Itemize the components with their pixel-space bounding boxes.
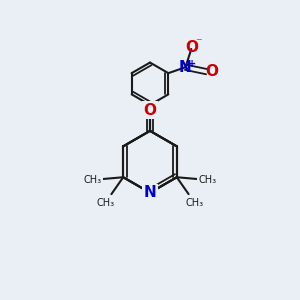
Text: CH₃: CH₃ [96,198,115,208]
Text: +: + [188,59,196,69]
Text: O: O [143,103,157,118]
Text: O: O [185,40,198,55]
Text: O: O [143,103,157,118]
Text: N: N [144,185,156,200]
Text: CH₃: CH₃ [199,175,217,185]
Text: CH₃: CH₃ [185,198,204,208]
Text: ⁻: ⁻ [195,36,202,49]
Text: CH₃: CH₃ [83,175,101,185]
Text: N: N [179,60,192,75]
Text: O: O [206,64,218,79]
